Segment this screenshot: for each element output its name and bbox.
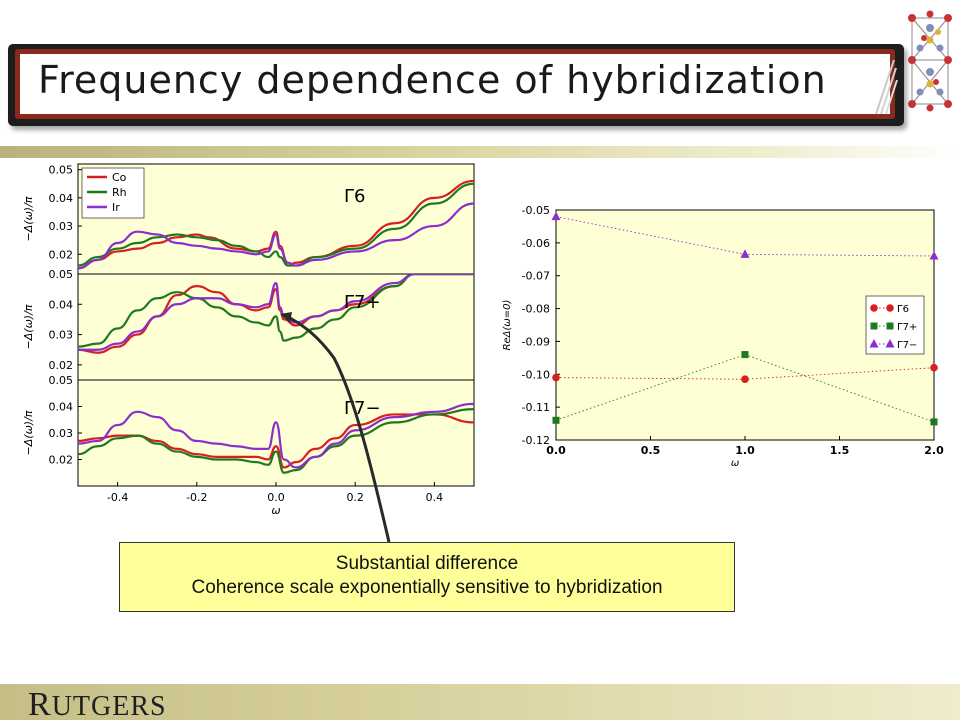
scatter-point-series-1 [930, 363, 938, 372]
scatter-point-series-2 [930, 418, 938, 426]
scatter-legend-label-2: Γ7+ [897, 322, 917, 333]
panel-1-ytick-label: 0.05 [49, 164, 74, 177]
scatter-legend-marker-1 [886, 304, 894, 312]
panel-1-label: Γ6 [344, 186, 365, 207]
scatter-point-series-2 [741, 351, 749, 359]
panel-2-ytick-label: 0.02 [49, 359, 74, 372]
scatter-point-series-3 [740, 249, 750, 258]
scatter-xtick-label: 0.5 [641, 444, 661, 457]
panel-1-ytick-label: 0.02 [49, 248, 74, 261]
title-stripes-decoration [875, 59, 898, 115]
title-frame-border: Frequency dependence of hybridization [15, 49, 895, 119]
note-line-2: Coherence scale exponentially sensitive … [191, 577, 663, 598]
xtick-label: 0.0 [267, 491, 285, 504]
scatter-x-axis-label: ω [731, 458, 739, 469]
panel-3-frame [77, 379, 475, 487]
panel-3-ytick-label: 0.05 [49, 374, 74, 387]
title-box: Frequency dependence of hybridization [20, 54, 890, 114]
note-line-1: Substantial difference [335, 553, 519, 574]
scatter-point-series-3 [551, 211, 561, 221]
series-line-rh-panel-1 [78, 182, 474, 267]
scatter-legend-marker-1 [870, 304, 878, 312]
panel-3-label: Γ7− [344, 398, 381, 419]
re-delta-scatter-chart: -0.05 -0.06 -0.07 -0.08 -0.09 -0.10 -0.11 -0.12… [502, 204, 944, 469]
xtick-label: 0.4 [426, 491, 444, 504]
scatter-legend: Γ6 Γ7+ Γ7− [865, 295, 925, 355]
header-gradient-band [0, 146, 960, 158]
scatter-xtick-label: 1.0 [735, 444, 755, 457]
legend-label-rh: Rh [112, 186, 127, 199]
scatter-legend-marker-2 [886, 322, 894, 330]
scatter-point-series-1 [552, 373, 560, 382]
scatter-legend-label-1: Γ6 [897, 304, 909, 315]
scatter-point-series-3 [929, 251, 939, 260]
series-line-ir-panel-1 [78, 202, 474, 270]
legend-label-co: Co [112, 171, 127, 184]
xtick-label: -0.4 [107, 491, 128, 504]
xtick-label: -0.2 [186, 491, 207, 504]
scatter-ytick-label: -0.11 [522, 401, 550, 414]
scatter-xtick-label: 2.0 [924, 444, 944, 457]
hybridization-line-chart: 0.05 0.04 0.03 0.02 −Δ(ω)/π Γ6 0.05 0.04 0.03 0.0… [22, 163, 475, 517]
scatter-ytick-label: -0.12 [522, 434, 550, 447]
panel-2-ytick-label: 0.03 [49, 329, 74, 342]
panel-2-ylabel: −Δ(ω)/π [22, 304, 35, 349]
crystal-structure-icon [908, 10, 952, 112]
panel-2-label: Γ7+ [344, 292, 381, 313]
legend-label-ir: Ir [112, 201, 120, 214]
scatter-y-axis-label: ReΔ(ω=0) [502, 300, 513, 351]
panel-3-ytick-label: 0.03 [49, 427, 74, 440]
xtick-label: 0.2 [346, 491, 364, 504]
scatter-point-series-2 [552, 416, 560, 424]
scatter-ytick-label: -0.10 [522, 368, 550, 381]
x-axis-label: ω [271, 504, 280, 517]
scatter-point-series-1 [741, 375, 749, 384]
scatter-ytick-label: -0.09 [522, 335, 550, 348]
scatter-ytick-label: -0.07 [522, 270, 550, 283]
panel-1-ytick-label: 0.04 [49, 192, 74, 205]
title-frame: Frequency dependence of hybridization [8, 44, 904, 126]
scatter-xtick-label: 1.5 [830, 444, 850, 457]
series-line-co-panel-1 [78, 179, 474, 270]
slide-title: Frequency dependence of hybridization [38, 58, 827, 102]
footer-band [0, 684, 960, 720]
panel-3-ytick-label: 0.04 [49, 401, 74, 414]
chart-legend: Co Rh Ir [81, 167, 145, 219]
panel-2-ytick-label: 0.04 [49, 298, 74, 311]
scatter-legend-label-3: Γ7− [897, 340, 917, 351]
series-line-rh-panel-2 [78, 274, 474, 348]
scatter-xtick-label: 0.0 [546, 444, 566, 457]
rutgers-logo: RUTGERS [28, 686, 167, 723]
panel-2-ytick-label: 0.05 [49, 268, 74, 281]
scatter-ytick-label: -0.06 [522, 237, 550, 250]
annotation-note: Substantial difference Coherence scale e… [119, 542, 735, 612]
series-line-ir-panel-2 [78, 274, 474, 351]
scatter-legend-marker-2 [870, 322, 878, 330]
panel-3-ylabel: −Δ(ω)/π [22, 410, 35, 455]
panel-3-ytick-label: 0.02 [49, 454, 74, 467]
scatter-legend-marker-3 [869, 339, 879, 348]
scatter-ytick-label: -0.05 [522, 204, 550, 217]
panel-1-ylabel: −Δ(ω)/π [22, 196, 35, 241]
panel-1-ytick-label: 0.03 [49, 220, 74, 233]
scatter-legend-marker-3 [885, 339, 895, 348]
scatter-ytick-label: -0.08 [522, 303, 550, 316]
